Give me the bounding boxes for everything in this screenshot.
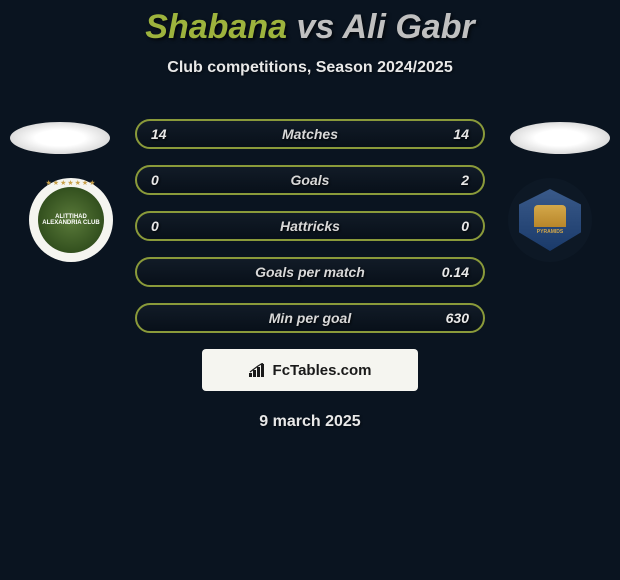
stat-label: Goals per match	[255, 264, 365, 280]
player2-name: Ali Gabr	[342, 8, 474, 46]
stat-row: 0 Goals 2	[135, 165, 485, 195]
club-badge-right: PYRAMIDS	[508, 178, 592, 262]
comparison-title: Shabana vs Ali Gabr	[0, 0, 620, 47]
date-label: 9 march 2025	[0, 413, 620, 431]
stat-row: Goals per match 0.14	[135, 257, 485, 287]
stat-right-value: 2	[433, 172, 469, 188]
subtitle: Club competitions, Season 2024/2025	[0, 59, 620, 77]
crest-left-sub: ALEXANDRIA CLUB	[42, 220, 99, 226]
stat-right-value: 0.14	[433, 264, 469, 280]
crest-right-name: PYRAMIDS	[537, 229, 563, 235]
brand-footer[interactable]: FcTables.com	[202, 349, 418, 391]
stat-left-value: 0	[151, 218, 187, 234]
stat-left-value: 0	[151, 172, 187, 188]
bar-chart-icon	[249, 363, 269, 377]
stat-left-value: 14	[151, 126, 187, 142]
stat-label: Goals	[291, 172, 330, 188]
stat-right-value: 630	[433, 310, 469, 326]
stat-row: 0 Hattricks 0	[135, 211, 485, 241]
vs-separator: vs	[296, 8, 334, 46]
pyramids-crest: PYRAMIDS	[519, 189, 581, 251]
pharaoh-icon	[534, 205, 566, 227]
alittihad-crest: ★★★★★★★ ALITTIHAD ALEXANDRIA CLUB	[38, 187, 104, 253]
stat-label: Min per goal	[269, 310, 351, 326]
club-badge-left: ★★★★★★★ ALITTIHAD ALEXANDRIA CLUB	[29, 178, 113, 262]
crest-stars-icon: ★★★★★★★	[46, 179, 97, 187]
stat-row: 14 Matches 14	[135, 119, 485, 149]
player2-avatar-placeholder	[510, 122, 610, 154]
player1-name: Shabana	[145, 8, 287, 46]
stat-right-value: 14	[433, 126, 469, 142]
brand-text: FcTables.com	[273, 362, 372, 379]
stat-row: Min per goal 630	[135, 303, 485, 333]
stat-label: Hattricks	[280, 218, 340, 234]
player1-avatar-placeholder	[10, 122, 110, 154]
stat-right-value: 0	[433, 218, 469, 234]
stat-label: Matches	[282, 126, 338, 142]
stats-table: 14 Matches 14 0 Goals 2 0 Hattricks 0 Go…	[135, 119, 485, 333]
